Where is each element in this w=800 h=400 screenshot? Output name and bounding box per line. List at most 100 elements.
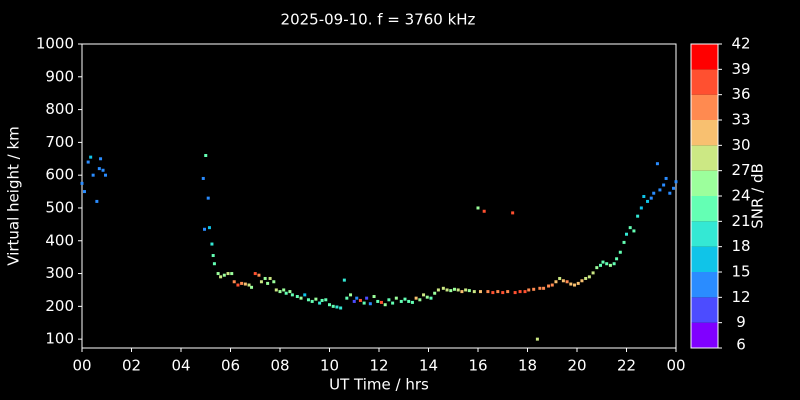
data-point [422, 293, 426, 297]
data-point [318, 301, 322, 305]
data-point [232, 280, 236, 284]
data-point [441, 286, 445, 290]
data-point [226, 272, 230, 276]
colorbar-band [691, 322, 718, 348]
data-point [328, 303, 331, 307]
y-tick-label: 400 [45, 231, 74, 249]
x-tick-label: 20 [567, 357, 586, 375]
x-tick-label: 18 [518, 357, 537, 375]
colorbar-band [691, 221, 718, 247]
data-point [222, 273, 226, 277]
data-point [418, 298, 422, 302]
colorbar-tick-label: 12 [731, 288, 750, 306]
data-point [104, 173, 108, 177]
data-point [433, 291, 437, 295]
data-point [491, 291, 495, 295]
data-point [436, 288, 440, 292]
data-point [352, 299, 356, 303]
data-point [211, 254, 215, 258]
data-point [622, 240, 626, 244]
data-point [482, 209, 486, 213]
data-point [335, 305, 339, 309]
data-point [595, 266, 599, 270]
x-tick-label: 16 [468, 357, 487, 375]
data-point [216, 272, 220, 276]
data-point [460, 290, 464, 294]
data-point [642, 194, 646, 198]
data-point [554, 280, 558, 284]
data-point [240, 281, 244, 285]
data-point [278, 290, 282, 294]
data-point [632, 229, 636, 233]
data-point [355, 296, 359, 300]
data-point [236, 283, 240, 287]
data-point [383, 303, 387, 307]
data-point [538, 286, 542, 290]
data-point [284, 291, 288, 295]
data-point [362, 301, 366, 305]
data-point [306, 298, 310, 302]
data-point [599, 263, 603, 267]
data-point [501, 291, 505, 295]
data-point [243, 282, 247, 286]
data-point [658, 188, 662, 192]
colorbar-tick-label: 6 [736, 336, 746, 354]
data-point [452, 287, 456, 291]
colorbar-tick-label: 42 [731, 35, 750, 53]
data-point [601, 260, 605, 264]
data-point [429, 296, 433, 300]
data-point [584, 276, 588, 280]
colorbar-band [691, 246, 718, 272]
data-point [646, 199, 650, 203]
colorbar-tick-label: 27 [731, 161, 750, 179]
data-point [247, 283, 251, 287]
y-axis-label: Virtual height / km [5, 126, 23, 265]
y-tick-label: 500 [45, 198, 74, 216]
data-point [523, 290, 527, 294]
data-point [206, 196, 210, 200]
colorbar-tick-label: 18 [731, 237, 750, 255]
data-point [668, 191, 672, 195]
data-point [496, 290, 500, 294]
data-point [299, 296, 303, 300]
data-point [414, 296, 418, 300]
data-point [259, 280, 263, 284]
data-point [476, 206, 480, 210]
data-point [403, 297, 407, 301]
data-point [573, 283, 577, 287]
x-tick-label: 10 [320, 357, 339, 375]
data-point [230, 272, 234, 276]
x-tick-label: 02 [122, 357, 141, 375]
data-point [331, 304, 335, 308]
data-point [612, 262, 616, 266]
x-tick-label: 06 [221, 357, 240, 375]
data-point [618, 250, 622, 254]
colorbar-tick-label: 30 [731, 136, 750, 154]
colorbar-tick-label: 15 [731, 263, 750, 281]
y-tick-label: 100 [45, 330, 74, 348]
x-tick-label: 00 [666, 357, 685, 375]
data-point [655, 162, 659, 166]
data-point [628, 226, 632, 230]
data-point [674, 180, 678, 184]
data-point [532, 287, 536, 291]
data-point [91, 173, 95, 177]
data-point [615, 257, 619, 261]
data-point [89, 155, 93, 159]
data-point [391, 301, 395, 305]
data-point [518, 290, 522, 294]
data-point [486, 290, 490, 294]
data-point [576, 281, 580, 285]
data-point [376, 299, 380, 303]
x-tick-label: 08 [270, 357, 289, 375]
data-point [662, 183, 666, 187]
data-point [295, 295, 299, 299]
colorbar-band [691, 196, 718, 222]
data-point [310, 299, 314, 303]
data-point [250, 285, 254, 289]
colorbar-band [691, 145, 718, 171]
colorbar-band [691, 94, 718, 120]
colorbar-band [691, 44, 718, 70]
data-point [591, 271, 595, 275]
data-point [410, 300, 414, 304]
